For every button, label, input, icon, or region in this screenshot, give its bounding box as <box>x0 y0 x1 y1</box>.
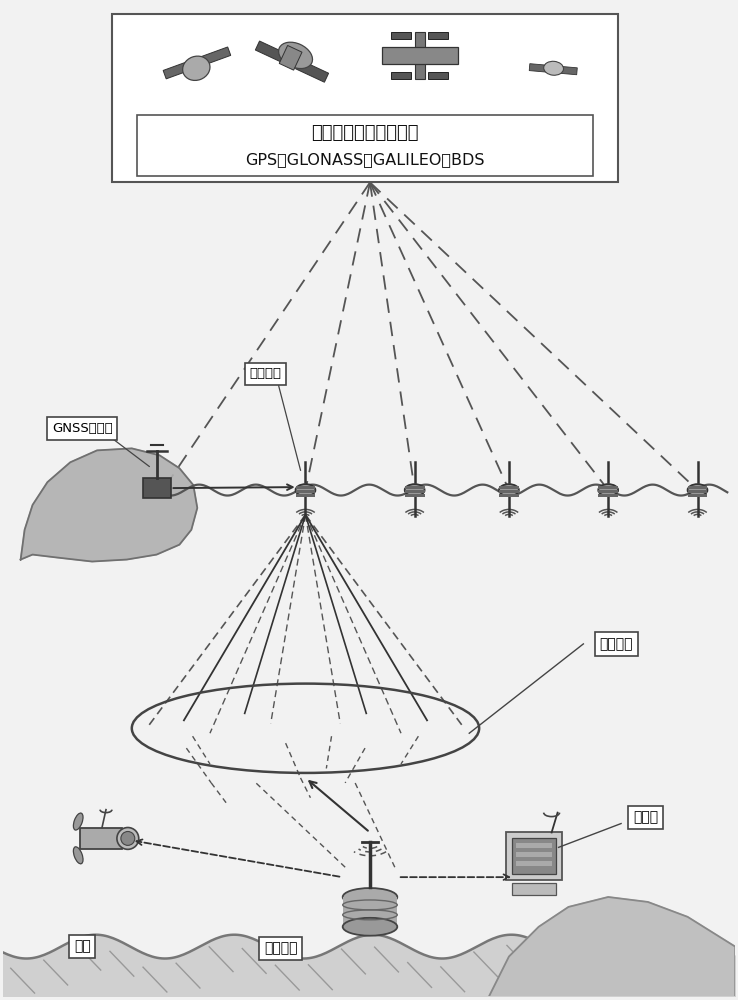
Ellipse shape <box>73 813 83 830</box>
Ellipse shape <box>404 484 424 496</box>
Ellipse shape <box>279 42 312 69</box>
Bar <box>499 494 519 497</box>
Ellipse shape <box>544 61 564 75</box>
Ellipse shape <box>342 888 397 906</box>
Bar <box>512 883 556 895</box>
Bar <box>516 852 551 857</box>
Bar <box>599 494 618 497</box>
Bar <box>404 486 424 489</box>
Ellipse shape <box>295 484 315 496</box>
Bar <box>506 832 562 880</box>
Text: GNSS基准站: GNSS基准站 <box>52 422 113 435</box>
Bar <box>382 47 458 64</box>
Bar <box>428 32 448 39</box>
Ellipse shape <box>342 918 397 936</box>
Bar <box>688 490 708 493</box>
Text: 传播误差: 传播误差 <box>599 637 633 651</box>
Polygon shape <box>21 448 197 562</box>
Bar <box>142 478 170 498</box>
Ellipse shape <box>117 828 139 849</box>
Bar <box>404 490 424 493</box>
Bar <box>415 32 424 79</box>
Text: 水下基站: 水下基站 <box>264 942 297 956</box>
Ellipse shape <box>121 831 135 845</box>
Text: 服务器: 服务器 <box>633 811 658 825</box>
Bar <box>295 490 315 493</box>
Bar <box>296 60 328 82</box>
Text: 全球卫星导航定位系统: 全球卫星导航定位系统 <box>311 124 418 142</box>
Polygon shape <box>489 897 735 996</box>
Bar <box>516 861 551 866</box>
Bar <box>499 486 519 489</box>
Ellipse shape <box>73 847 83 864</box>
FancyBboxPatch shape <box>137 115 593 176</box>
Bar <box>512 838 556 874</box>
Bar <box>391 72 411 79</box>
Text: 用户: 用户 <box>74 940 91 954</box>
Bar <box>343 897 397 927</box>
Bar <box>688 494 708 497</box>
Bar <box>516 843 551 848</box>
Ellipse shape <box>599 484 618 496</box>
Bar <box>163 60 194 79</box>
Ellipse shape <box>499 484 519 496</box>
Ellipse shape <box>182 56 210 80</box>
Text: GPS、GLONASS、GALILEO、BDS: GPS、GLONASS、GALILEO、BDS <box>245 152 485 167</box>
Bar <box>391 32 411 39</box>
Bar <box>428 72 448 79</box>
Bar <box>255 41 289 63</box>
Bar <box>599 490 618 493</box>
Bar <box>404 494 424 497</box>
Bar <box>200 47 231 66</box>
Bar <box>295 494 315 497</box>
Bar <box>80 828 122 849</box>
FancyBboxPatch shape <box>112 14 618 182</box>
Bar <box>529 64 551 73</box>
Bar <box>295 486 315 489</box>
Bar <box>555 66 577 75</box>
Bar <box>279 45 302 70</box>
Bar <box>688 486 708 489</box>
Text: 智能浮标: 智能浮标 <box>249 367 282 380</box>
Ellipse shape <box>688 484 708 496</box>
Bar <box>499 490 519 493</box>
Bar <box>599 486 618 489</box>
